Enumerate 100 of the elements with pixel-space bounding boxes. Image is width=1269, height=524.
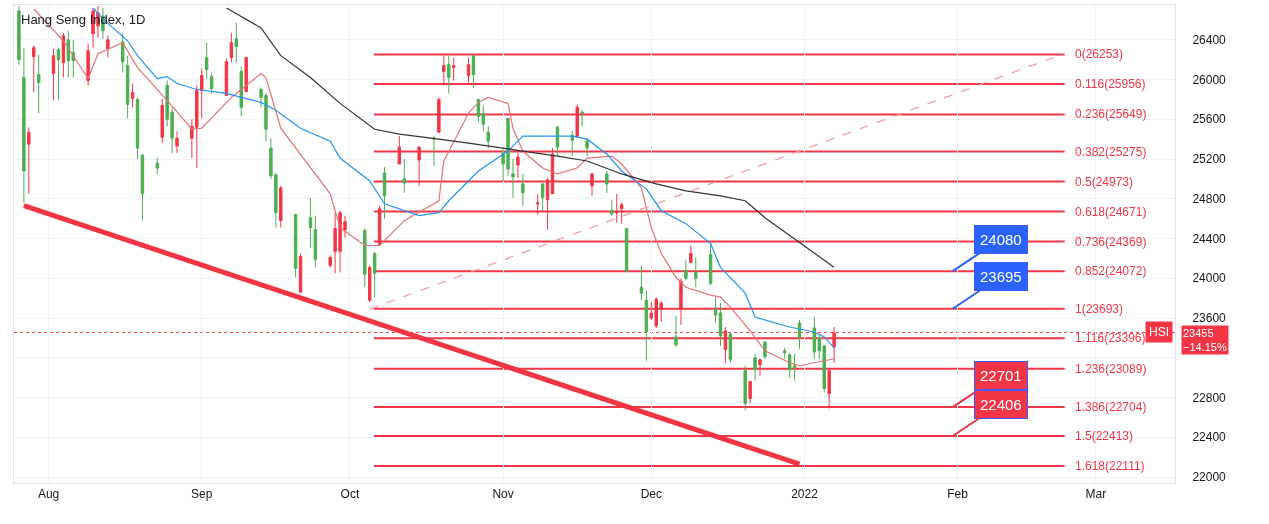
candlestick bbox=[200, 68, 204, 119]
ref-line-label: 0.236(25649) bbox=[1075, 107, 1147, 121]
candlestick bbox=[66, 30, 71, 79]
candlestick bbox=[570, 130, 574, 157]
candlestick bbox=[36, 54, 41, 114]
candlestick bbox=[748, 380, 752, 404]
ref-line-label: 0.5(24973) bbox=[1075, 175, 1134, 189]
candlestick bbox=[471, 55, 476, 88]
candlestick bbox=[209, 72, 214, 94]
ref-line-label: 0.116(25956) bbox=[1075, 77, 1146, 91]
y-tick-label: 25200 bbox=[1192, 152, 1227, 167]
candlestick bbox=[783, 347, 787, 360]
candlestick bbox=[792, 353, 797, 382]
candlestick bbox=[644, 289, 649, 362]
y-tick-label: 22800 bbox=[1192, 390, 1227, 405]
candlestick bbox=[239, 66, 243, 117]
candlestick bbox=[32, 45, 36, 93]
x-tick-label: Nov bbox=[492, 487, 514, 502]
candlestick bbox=[521, 173, 525, 207]
y-tick-label: 26400 bbox=[1192, 32, 1227, 47]
candlestick bbox=[130, 83, 135, 108]
candlestick bbox=[135, 96, 140, 160]
candlestick bbox=[787, 352, 792, 379]
x-tick-label: Oct bbox=[340, 487, 360, 502]
ref-line-label: 23455 −14.15% bbox=[1183, 327, 1227, 354]
y-tick-label: 24400 bbox=[1192, 231, 1227, 246]
candlestick bbox=[120, 33, 125, 74]
candlestick bbox=[540, 182, 545, 212]
candlestick bbox=[160, 97, 164, 144]
ref-line-label: 1.116(23396) bbox=[1075, 331, 1146, 345]
candlestick bbox=[743, 365, 747, 411]
candlestick bbox=[51, 48, 56, 101]
candlestick bbox=[56, 47, 61, 101]
x-tick-label: Sep bbox=[191, 487, 213, 502]
candlestick bbox=[27, 126, 31, 195]
candlestick bbox=[585, 137, 589, 157]
candlestick bbox=[328, 254, 332, 268]
candlestick bbox=[234, 22, 239, 64]
ref-line-label: 0.618(24671) bbox=[1075, 205, 1147, 219]
ref-line-label: 0.736(24369) bbox=[1075, 235, 1147, 249]
candlestick bbox=[17, 5, 21, 66]
candlestick bbox=[308, 197, 313, 248]
candlestick bbox=[684, 259, 688, 281]
candlestick bbox=[432, 135, 436, 167]
candlestick bbox=[106, 35, 110, 59]
candlestick bbox=[229, 32, 234, 64]
annotation: 22406 bbox=[980, 396, 1022, 413]
y-tick-label: 22400 bbox=[1192, 430, 1227, 445]
candlestick bbox=[580, 109, 584, 127]
ref-line-label: 1.386(22704) bbox=[1075, 400, 1147, 414]
ref-line-label: 1.236(23089) bbox=[1075, 362, 1147, 376]
candlestick bbox=[694, 256, 698, 288]
candlestick bbox=[674, 315, 678, 348]
candlestick bbox=[279, 185, 283, 229]
candlestick bbox=[372, 251, 377, 298]
y-tick-label: 22000 bbox=[1192, 470, 1227, 485]
candlestick bbox=[605, 170, 609, 194]
x-tick-label: Dec bbox=[640, 487, 662, 502]
candlestick bbox=[86, 43, 90, 86]
annotation: 23695 bbox=[980, 268, 1022, 285]
candlestick bbox=[22, 47, 26, 204]
ref-line-label: 1.618(22111) bbox=[1075, 459, 1145, 473]
candlestick bbox=[363, 228, 367, 288]
candlestick bbox=[797, 319, 802, 350]
candlestick bbox=[689, 244, 693, 264]
candlestick bbox=[293, 213, 298, 278]
candlestick bbox=[175, 130, 179, 154]
candlestick bbox=[713, 296, 718, 324]
candlestick bbox=[451, 57, 456, 82]
candlestick bbox=[204, 42, 209, 80]
candlestick bbox=[402, 158, 406, 194]
candlestick bbox=[244, 56, 248, 93]
y-tick-label: 25600 bbox=[1192, 112, 1227, 127]
x-tick-label: Aug bbox=[37, 487, 60, 502]
candlestick bbox=[639, 264, 644, 301]
ref-line-label: 0.382(25275) bbox=[1075, 145, 1147, 159]
candlestick bbox=[708, 242, 713, 286]
y-tick-label: 26000 bbox=[1192, 72, 1227, 87]
line-series bbox=[225, 7, 835, 268]
candlestick bbox=[61, 32, 66, 79]
y-tick-label: 23600 bbox=[1192, 311, 1227, 326]
candlestick bbox=[753, 353, 757, 382]
candlestick bbox=[368, 264, 372, 303]
candlestick bbox=[812, 316, 817, 360]
candlestick bbox=[313, 215, 318, 268]
x-tick-label: Feb bbox=[947, 487, 969, 502]
candlestick bbox=[125, 55, 130, 119]
annotation: 24080 bbox=[980, 231, 1022, 248]
x-tick-label: Mar bbox=[1085, 487, 1107, 502]
candlestick bbox=[718, 302, 723, 347]
candlestick bbox=[382, 166, 387, 220]
candlestick bbox=[610, 199, 614, 217]
candlestick bbox=[511, 158, 515, 199]
y-tick-label: 24800 bbox=[1192, 191, 1227, 206]
candlestick bbox=[447, 55, 451, 94]
y-tick-label: 24000 bbox=[1192, 271, 1227, 286]
ref-line-label: 0(26253) bbox=[1075, 47, 1124, 61]
candlestick bbox=[155, 157, 159, 175]
candlestick bbox=[486, 125, 490, 149]
ref-line-label: 0.852(24072) bbox=[1075, 264, 1147, 278]
